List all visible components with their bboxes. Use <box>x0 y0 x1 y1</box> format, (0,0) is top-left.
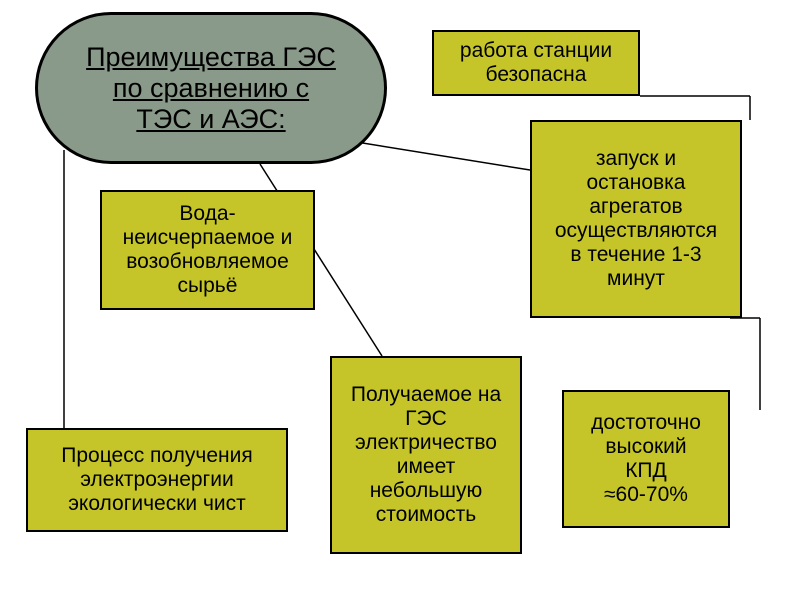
box-water: Вода- неисчерпаемое и возобновляемое сыр… <box>100 190 315 310</box>
central-node: Преимущества ГЭС по сравнению с ТЭС и АЭ… <box>35 12 387 164</box>
diagram-stage: Преимущества ГЭС по сравнению с ТЭС и АЭ… <box>0 0 800 600</box>
box-cost: Получаемое на ГЭС электричество имеет не… <box>330 356 522 554</box>
box-safety: работа станции безопасна <box>432 30 640 96</box>
box-kpd: достоточно высокий КПД ≈60-70% <box>562 390 730 528</box>
box-startstop: запуск и остановка агрегатов осуществляю… <box>530 120 742 318</box>
box-eco: Процесс получения электроэнергии экологи… <box>26 428 288 532</box>
